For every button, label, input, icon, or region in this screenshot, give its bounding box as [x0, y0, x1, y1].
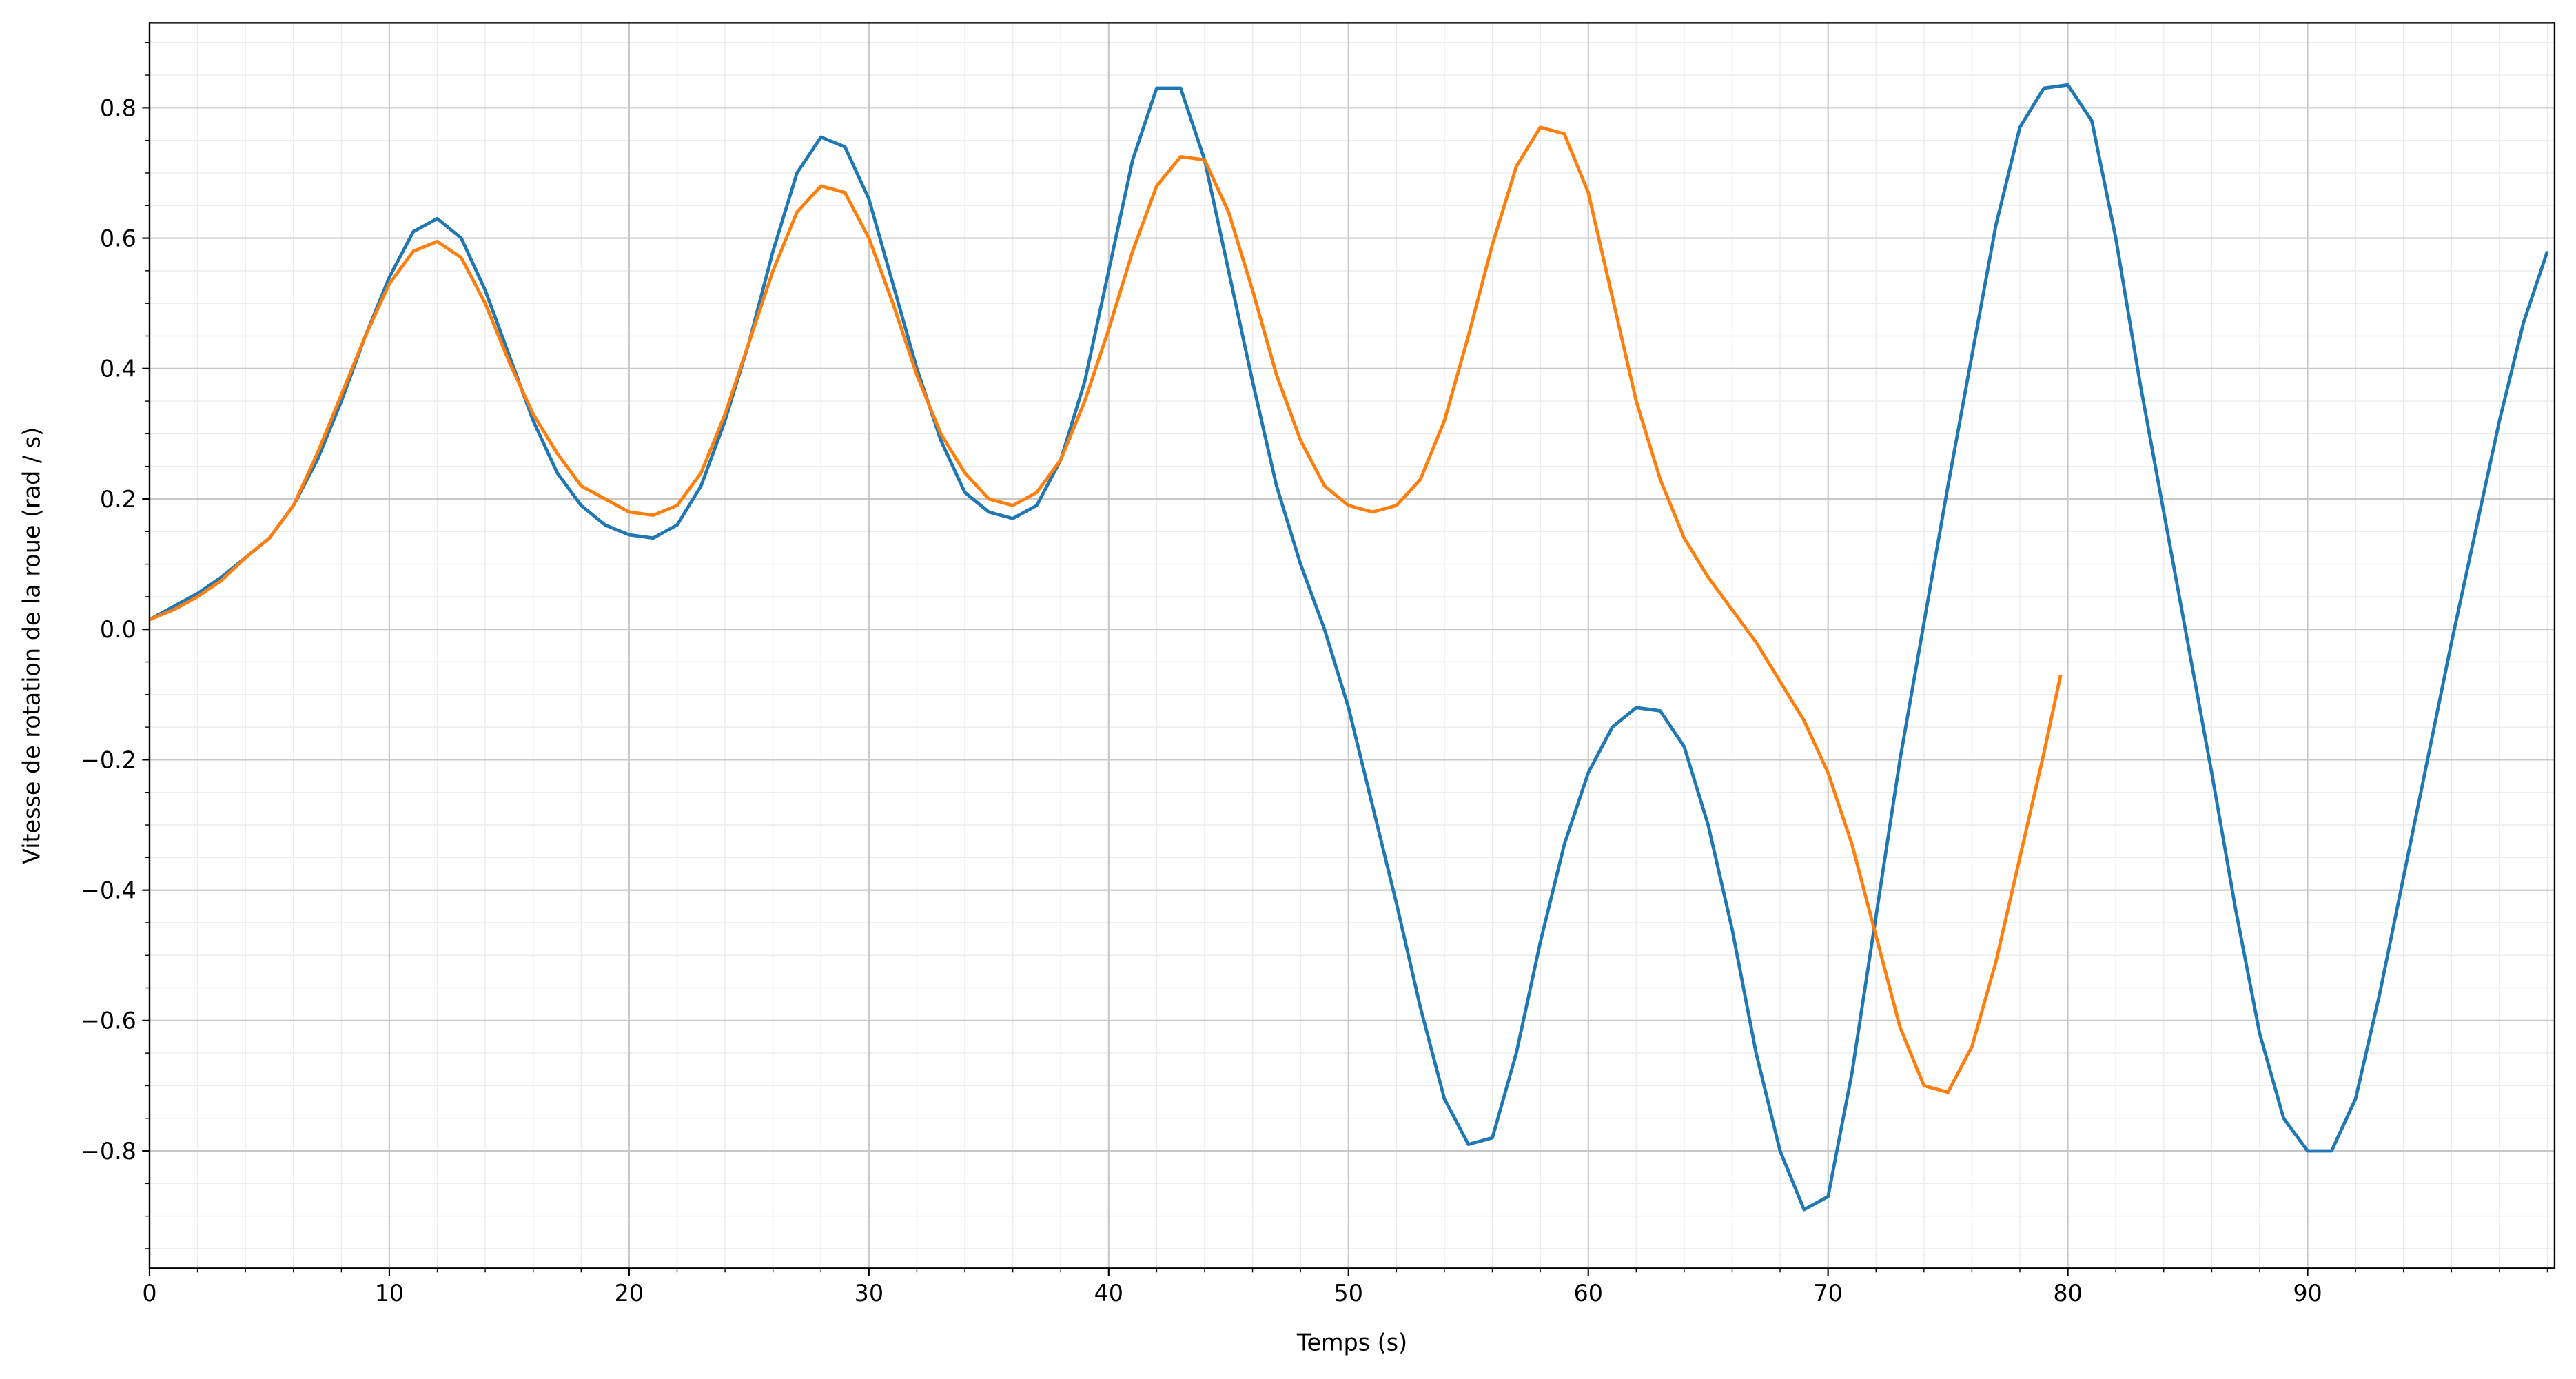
data-line [149, 83, 2549, 1212]
y-tick-label: 0.8 [100, 94, 136, 121]
y-tick-label: 0.6 [100, 225, 136, 252]
x-tick-label: 40 [1094, 1280, 1123, 1307]
y-tick-label: −0.4 [81, 877, 136, 904]
x-tick-label: 90 [2293, 1280, 2322, 1307]
x-tick-label: 60 [1573, 1280, 1602, 1307]
grid [148, 23, 2555, 1269]
x-axis-label: Temps (s) [1296, 1329, 1407, 1356]
ticks: 0 10 20 30 40 50 60 70 80 90 −0.8 −0.6 −0.4 −0.2 0.0 0.… [81, 42, 2548, 1307]
x-tick-label: 20 [615, 1280, 644, 1307]
y-tick-label: −0.8 [81, 1138, 136, 1165]
y-tick-label: 0.0 [100, 616, 136, 643]
x-tick-label: 30 [855, 1280, 883, 1307]
axes-frame [148, 22, 2556, 1269]
x-tick-label: 0 [142, 1280, 156, 1307]
x-tick-label: 80 [2053, 1280, 2082, 1307]
y-axis-label: Vitesse de rotation de la roue (rad / s) [18, 427, 45, 864]
y-tick-label: 0.2 [100, 486, 136, 513]
x-tick-label: 10 [375, 1280, 404, 1307]
x-tick-label: 50 [1334, 1280, 1363, 1307]
data-line [149, 125, 2063, 1094]
y-tick-label: −0.2 [81, 746, 136, 773]
plot-area [149, 83, 2549, 1212]
y-tick-label: 0.4 [100, 356, 136, 382]
y-tick-label: −0.6 [81, 1008, 136, 1034]
x-tick-label: 70 [1813, 1280, 1842, 1307]
